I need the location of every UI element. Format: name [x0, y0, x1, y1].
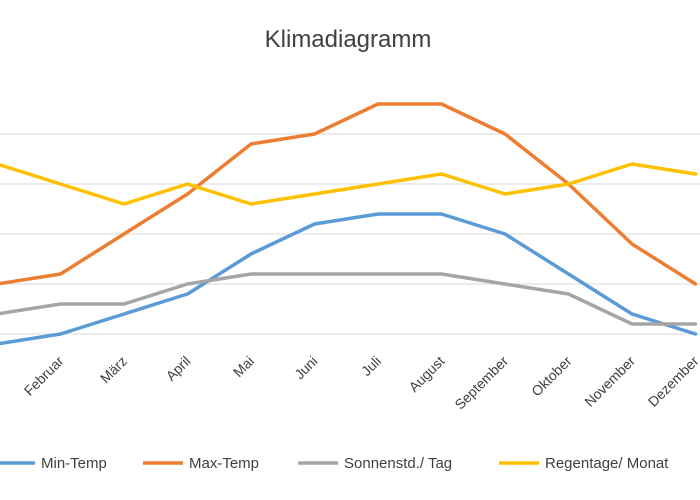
legend-label: Sonnenstd./ Tag [344, 455, 452, 472]
x-tick-label: Oktober [528, 353, 575, 400]
series-line-regentage-monat [0, 162, 698, 206]
series-line-sonnenstd-tag [0, 272, 698, 326]
legend-label: Max-Temp [189, 455, 259, 472]
series-lines [0, 102, 698, 346]
legend-label: Min-Temp [41, 455, 107, 472]
legend: Min-Temp Max-Temp Sonnenstd./ Tag Regentage… [0, 455, 669, 472]
x-tick-label: Dezember [645, 353, 700, 410]
x-tick-label: August [405, 353, 447, 395]
x-tick-label: Juli [358, 353, 384, 379]
x-tick-label: Juni [291, 353, 320, 382]
x-tick-label: Januar [0, 353, 3, 395]
x-axis-labels: Januar Februar März April Mai Juni Juli August S… [0, 353, 700, 413]
legend-label: Regentage/ Monat [545, 455, 669, 472]
x-tick-label: November [581, 353, 638, 410]
series-line-max-temp [0, 102, 698, 286]
series-line-min-temp [0, 212, 698, 346]
x-tick-label: September [451, 353, 511, 413]
x-tick-label: Februar [21, 353, 67, 399]
chart-title: Klimadiagramm [265, 26, 432, 53]
x-tick-label: April [162, 353, 193, 384]
x-tick-label: Mai [230, 353, 257, 380]
x-tick-label: März [97, 353, 130, 386]
